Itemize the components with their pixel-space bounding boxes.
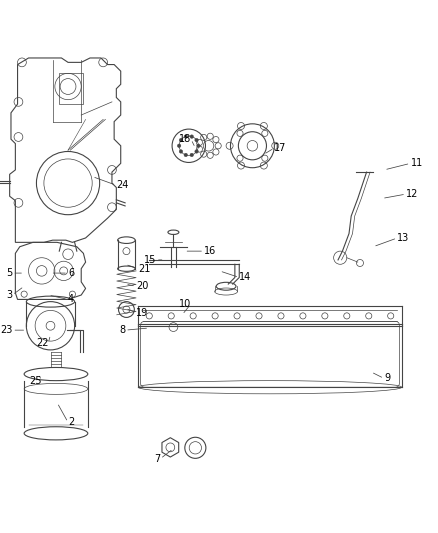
Text: 17: 17 xyxy=(274,143,286,153)
Circle shape xyxy=(194,150,198,153)
Circle shape xyxy=(190,153,193,157)
Text: 8: 8 xyxy=(119,325,125,335)
Text: 14: 14 xyxy=(239,272,251,282)
Bar xyxy=(59,74,83,104)
Text: 13: 13 xyxy=(396,233,409,243)
Text: 19: 19 xyxy=(136,308,148,318)
Text: 11: 11 xyxy=(410,158,422,168)
Text: 18: 18 xyxy=(178,134,191,144)
Circle shape xyxy=(194,139,198,142)
Circle shape xyxy=(177,144,180,148)
Text: 25: 25 xyxy=(29,376,42,386)
Text: 22: 22 xyxy=(36,338,48,349)
Circle shape xyxy=(184,153,187,157)
Text: 3: 3 xyxy=(6,290,12,300)
Circle shape xyxy=(196,144,200,148)
Text: 9: 9 xyxy=(383,374,389,383)
Text: 12: 12 xyxy=(405,189,417,199)
Text: 21: 21 xyxy=(138,264,150,273)
Text: 24: 24 xyxy=(116,180,128,190)
Text: 15: 15 xyxy=(143,255,155,265)
Text: 7: 7 xyxy=(154,454,160,464)
Text: 23: 23 xyxy=(0,325,12,335)
Text: 20: 20 xyxy=(136,281,148,291)
Circle shape xyxy=(179,150,182,153)
Text: 16: 16 xyxy=(204,246,216,256)
Circle shape xyxy=(179,139,182,142)
Text: 5: 5 xyxy=(6,268,12,278)
Text: 6: 6 xyxy=(68,268,74,278)
Text: 4: 4 xyxy=(68,294,74,304)
Circle shape xyxy=(190,135,193,139)
Circle shape xyxy=(184,135,187,139)
Text: 10: 10 xyxy=(178,299,191,309)
Text: 2: 2 xyxy=(68,417,74,427)
